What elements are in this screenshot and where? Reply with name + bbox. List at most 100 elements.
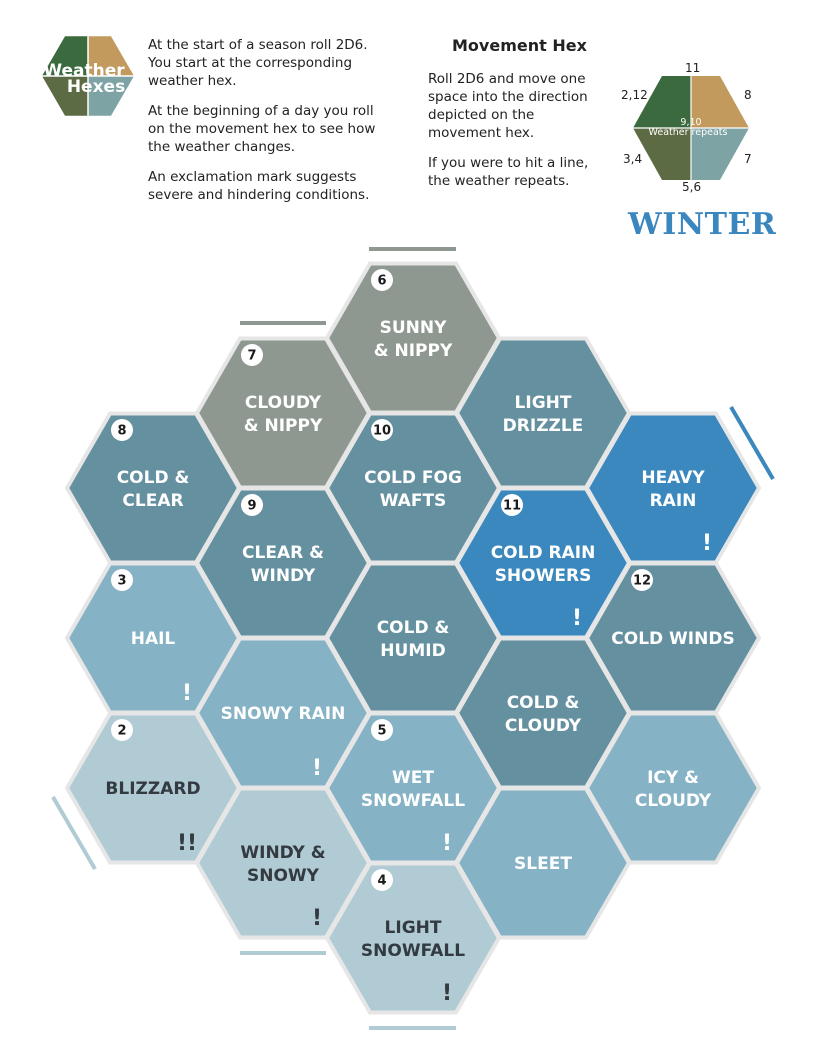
- edge-line-right: [729, 405, 775, 481]
- roll-number-badge: 8: [117, 424, 126, 439]
- hex-label-line1: COLD FOG: [364, 468, 462, 488]
- hex-label: BLIZZARD: [105, 779, 200, 799]
- movement-paragraph-line: If you were to hit a line, the weather r…: [428, 155, 589, 189]
- hex-label-line1: WET: [392, 768, 434, 788]
- hex-shape: [324, 861, 502, 1015]
- hex-label-line2: SHOWERS: [495, 566, 592, 586]
- roll-number-badge: 2: [117, 724, 126, 739]
- hex-label-line1: LIGHT: [385, 918, 442, 938]
- intro-paragraph-day: At the beginning of a day you roll on th…: [148, 103, 376, 155]
- weather-hex-cold-rain-showers[interactable]: COLD RAIN SHOWERS 11!: [454, 486, 632, 640]
- roll-number-badge: 10: [373, 424, 391, 439]
- movement-quadrant: [633, 76, 691, 128]
- logo-quadrant: [42, 36, 88, 76]
- hex-label-line1: LIGHT: [515, 393, 572, 413]
- hex-label: COLD WINDS: [611, 629, 734, 649]
- hex-label-line1: HEAVY: [641, 468, 705, 488]
- hex-label: SNOWY RAIN: [221, 704, 346, 724]
- intro-paragraph-exclamation: An exclamation mark suggests severe and …: [148, 169, 370, 203]
- hex-label-line1: CLEAR &: [242, 543, 324, 563]
- weather-hex-clear-windy[interactable]: CLEAR & WINDY 9: [194, 486, 372, 640]
- hex-label-line2: CLEAR: [122, 491, 183, 511]
- severe-warning-mark: !: [442, 981, 452, 1006]
- weather-hex-cold-humid[interactable]: COLD & HUMID: [324, 561, 502, 715]
- badge-circle: [241, 344, 263, 366]
- roll-number-badge: 5: [377, 724, 386, 739]
- roll-number-badge: 11: [503, 499, 521, 514]
- weather-hex-light-snowfall[interactable]: LIGHT SNOWFALL 4!: [324, 861, 502, 1015]
- intro-text: At the start of a season roll 2D6. You s…: [148, 36, 380, 216]
- hex-label-line2: SNOWFALL: [361, 791, 465, 811]
- severe-warning-mark: !: [442, 831, 452, 856]
- logo-quadrant: [88, 76, 134, 116]
- hex-label: SLEET: [514, 854, 572, 874]
- hex-label-line1: COLD &: [377, 618, 450, 638]
- roll-number-badge: 6: [377, 274, 386, 289]
- badge-circle: [501, 494, 523, 516]
- weather-hex-icy-cloudy[interactable]: ICY & CLOUDY: [584, 711, 762, 865]
- hex-label-line2: SNOWFALL: [361, 941, 465, 961]
- season-title: WINTER: [628, 207, 777, 242]
- weather-hex-windy-snowy[interactable]: WINDY & SNOWY!: [194, 786, 372, 940]
- movement-label-top: 11: [685, 61, 701, 75]
- roll-number-badge: 7: [247, 349, 256, 364]
- weather-hex-heavy-rain[interactable]: HEAVY RAIN!: [584, 411, 762, 565]
- weather-hex-cold-clear[interactable]: COLD & CLEAR 8: [64, 411, 242, 565]
- hex-label-line2: CLOUDY: [505, 716, 582, 736]
- logo-title-line1: Weather: [43, 61, 125, 81]
- badge-circle: [631, 569, 653, 591]
- logo-title-line2: Hexes: [67, 77, 125, 97]
- severe-warning-mark: !!: [177, 831, 197, 856]
- hex-label-line1: COLD &: [507, 693, 580, 713]
- hex-label-line1: SUNNY: [380, 318, 448, 338]
- movement-quadrant: [691, 76, 749, 128]
- roll-number-badge: 3: [117, 574, 126, 589]
- intro-paragraph-season: At the start of a season roll 2D6. You s…: [148, 37, 368, 89]
- repeat-edge-lines: [51, 247, 775, 1030]
- hex-label-line1: WINDY &: [240, 843, 325, 863]
- badge-circle: [111, 419, 133, 441]
- hex-label-line1: CLOUDY: [245, 393, 322, 413]
- logo-quadrant: [88, 36, 134, 76]
- hex-label-line2: WINDY: [251, 566, 316, 586]
- weather-hex-cold-winds[interactable]: COLD WINDS 12: [584, 561, 762, 715]
- movement-instructions: Roll 2D6 and move one space into the dir…: [428, 70, 608, 202]
- roll-number-badge: 12: [633, 574, 651, 589]
- weather-hex-light-drizzle[interactable]: LIGHT DRIZZLE: [454, 336, 632, 490]
- movement-label-bottom-right: 7: [744, 152, 752, 166]
- badge-circle: [371, 719, 393, 741]
- movement-label-top-left: 2,12: [621, 88, 648, 102]
- badge-circle: [371, 269, 393, 291]
- weather-hex-wet-snowfall[interactable]: WET SNOWFALL 5!: [324, 711, 502, 865]
- movement-hex-title: Movement Hex: [452, 36, 587, 55]
- movement-label-bottom: 5,6: [682, 180, 702, 194]
- hex-label-line2: HUMID: [380, 641, 445, 661]
- hex-label-line1: ICY &: [647, 768, 699, 788]
- severe-warning-mark: !: [702, 531, 712, 556]
- roll-number-badge: 4: [377, 874, 386, 889]
- badge-circle: [111, 569, 133, 591]
- badge-circle: [111, 719, 133, 741]
- movement-paragraph-roll: Roll 2D6 and move one space into the dir…: [428, 71, 588, 141]
- severe-warning-mark: !: [312, 756, 322, 781]
- severe-warning-mark: !: [182, 681, 192, 706]
- badge-circle: [371, 419, 393, 441]
- roll-number-badge: 9: [247, 499, 256, 514]
- movement-label-bottom-left: 3,4: [623, 152, 643, 166]
- movement-center-text: Weather repeats: [649, 127, 728, 138]
- severe-warning-mark: !: [572, 606, 582, 631]
- badge-circle: [241, 494, 263, 516]
- hex-label-line2: DRIZZLE: [503, 416, 584, 436]
- weather-hex-cold-fog-wafts[interactable]: COLD FOG WAFTS 10: [324, 411, 502, 565]
- hex-label-line2: RAIN: [650, 491, 697, 511]
- hex-label-line2: SNOWY: [247, 866, 320, 886]
- movement-center-numbers: 9,10: [680, 117, 701, 128]
- movement-quadrant: [691, 128, 749, 180]
- weather-hex-snowy-rain[interactable]: SNOWY RAIN!: [194, 636, 372, 790]
- hex-label-line2: WAFTS: [380, 491, 447, 511]
- hex-label-line1: COLD RAIN: [491, 543, 596, 563]
- hex-label-line2: & NIPPY: [244, 416, 323, 436]
